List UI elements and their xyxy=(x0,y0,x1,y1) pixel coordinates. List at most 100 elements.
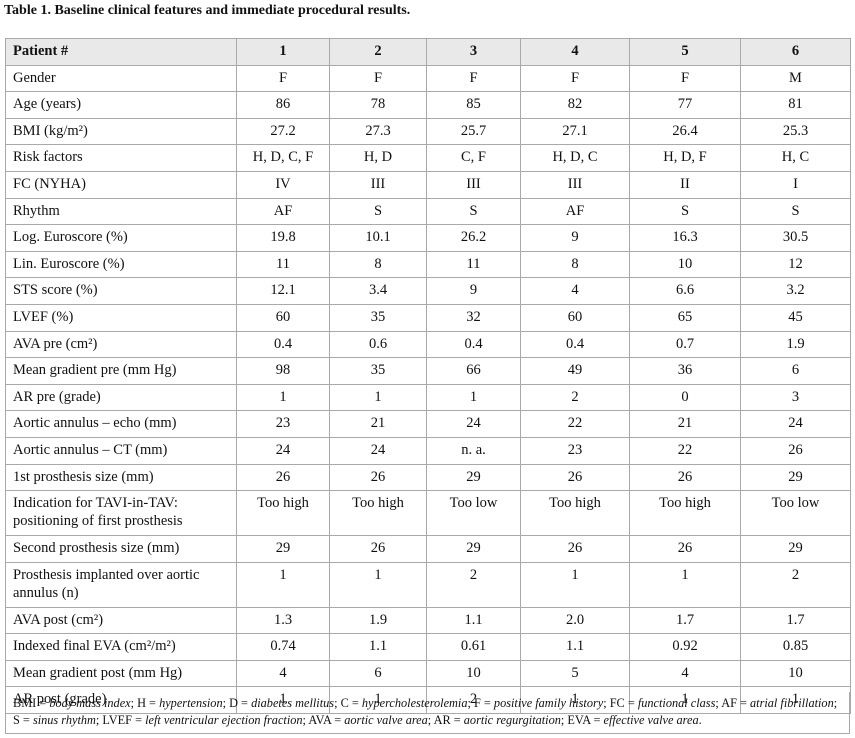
table-cell: 26 xyxy=(329,463,427,492)
table-cell: 25.7 xyxy=(426,117,521,146)
table-cell: 82 xyxy=(520,91,630,119)
table-cell: 1.7 xyxy=(629,606,741,635)
footnote-abbreviation: ; H = xyxy=(130,696,160,710)
footnote-abbreviation: BMI = xyxy=(13,696,50,710)
header-cell: 3 xyxy=(426,38,521,66)
table-cell: Too high xyxy=(520,490,630,537)
table-cell: n. a. xyxy=(426,436,521,465)
row-label: BMI (kg/m²) xyxy=(5,117,237,146)
table-cell: 1 xyxy=(236,383,330,412)
footnote-abbreviation: ; F = xyxy=(467,696,494,710)
table-cell: 19.8 xyxy=(236,224,330,252)
table-cell: Too high xyxy=(236,490,330,537)
table-row: Aortic annulus – CT (mm) 24 24 n. a. 23 22 26 xyxy=(5,436,851,465)
row-label: Lin. Euroscore (%) xyxy=(5,250,237,279)
table-cell: 8 xyxy=(329,250,427,279)
table-cell: 24 xyxy=(329,436,427,465)
row-label: Indication for TAVI-in-TAV: positioning … xyxy=(5,490,237,537)
table-cell: 24 xyxy=(426,410,521,438)
footnote-definition: positive family history xyxy=(493,696,604,710)
table-cell: 22 xyxy=(520,410,630,438)
table-cell: 1 xyxy=(426,383,521,412)
footnote-definition: sinus rhythm xyxy=(32,713,96,727)
table-cell: 60 xyxy=(236,303,330,332)
table-row: AR pre (grade) 1 1 1 2 0 3 xyxy=(5,383,851,412)
table-row: AVA pre (cm²) 0.4 0.6 0.4 0.4 0.7 1.9 xyxy=(5,330,851,359)
table-cell: 1 xyxy=(520,686,630,715)
table-cell: 26 xyxy=(740,436,851,465)
table-cell: 21 xyxy=(629,410,741,438)
table-cell: 10.1 xyxy=(329,224,427,252)
table-cell: 0.4 xyxy=(520,330,630,359)
row-label: AVA post (cm²) xyxy=(5,606,237,635)
row-label: STS score (%) xyxy=(5,277,237,305)
table-cell: 1.3 xyxy=(236,606,330,635)
table-cell: III xyxy=(329,170,427,199)
table-row: 1st prosthesis size (mm) 26 26 29 26 26 29 xyxy=(5,463,851,492)
table-cell: 29 xyxy=(236,535,330,563)
row-label: Aortic annulus – CT (mm) xyxy=(5,436,237,465)
table-cell: 16.3 xyxy=(629,224,741,252)
table-row: Second prosthesis size (mm) 29 26 29 26 26 29 xyxy=(5,535,851,563)
table-cell: F xyxy=(426,64,521,93)
table-row: Age (years) 86 78 85 82 77 81 xyxy=(5,91,851,119)
table-row: BMI (kg/m²) 27.2 27.3 25.7 27.1 26.4 25.3 xyxy=(5,117,851,146)
table-cell: 2 xyxy=(520,383,630,412)
footnote-abbreviation: ; C = xyxy=(334,696,362,710)
table-cell: 6 xyxy=(329,659,427,688)
row-label: Mean gradient post (mm Hg) xyxy=(5,659,237,688)
table-cell: 26.2 xyxy=(426,224,521,252)
table-cell: 25.3 xyxy=(740,117,851,146)
footnote-definition: atrial fibrillation xyxy=(750,696,834,710)
table-cell: 29 xyxy=(740,463,851,492)
table-cell: 0.85 xyxy=(740,633,851,661)
table-cell: 35 xyxy=(329,357,427,385)
row-label: AR post (grade) xyxy=(5,686,237,715)
footnote-abbreviation: ; AVA = xyxy=(302,713,345,727)
table-cell: 11 xyxy=(236,250,330,279)
footnote-abbreviation: . xyxy=(698,713,702,727)
table-cell: 49 xyxy=(520,357,630,385)
table-row: Indexed final EVA (cm²/m²) 0.74 1.1 0.61 1.1… xyxy=(5,633,851,661)
table-row: AVA post (cm²) 1.3 1.9 1.1 2.0 1.7 1.7 xyxy=(5,606,851,635)
table-row: LVEF (%) 60 35 32 60 65 45 xyxy=(5,303,851,332)
table-cell: 1.1 xyxy=(329,633,427,661)
table-cell: 27.2 xyxy=(236,117,330,146)
table-cell: 1 xyxy=(629,561,741,608)
table-cell: Too low xyxy=(740,490,851,537)
table-cell: 10 xyxy=(740,659,851,688)
header-cell: 6 xyxy=(740,38,851,66)
table-cell: 26 xyxy=(629,535,741,563)
table-cell: F xyxy=(329,64,427,93)
table-cell: M xyxy=(740,64,851,93)
table-cell: 29 xyxy=(426,535,521,563)
table-cell: 23 xyxy=(520,436,630,465)
table-cell: 45 xyxy=(740,303,851,332)
table-cell: 98 xyxy=(236,357,330,385)
footnote-definition: diabetes mellitus xyxy=(251,696,335,710)
table-cell: 0.61 xyxy=(426,633,521,661)
table-cell: F xyxy=(236,64,330,93)
table-cell: 9 xyxy=(426,277,521,305)
table-cell: AF xyxy=(236,197,330,226)
table-cell: 10 xyxy=(426,659,521,688)
table-cell: Too high xyxy=(629,490,741,537)
footnote-definition: aortic regurgitation xyxy=(463,713,561,727)
table-cell: 0.4 xyxy=(426,330,521,359)
table-row: Prosthesis implanted over aortic annulus… xyxy=(5,561,851,608)
table-cell: 1.1 xyxy=(426,606,521,635)
footnote-definition: body mass index xyxy=(49,696,131,710)
table-cell: 3.2 xyxy=(740,277,851,305)
table-cell: H, D, C, F xyxy=(236,144,330,172)
table-cell: 3.4 xyxy=(329,277,427,305)
footnote-abbreviation: ; AR = xyxy=(427,713,464,727)
table-cell: 30.5 xyxy=(740,224,851,252)
table-cell: H, D, C xyxy=(520,144,630,172)
row-label: 1st prosthesis size (mm) xyxy=(5,463,237,492)
table: Patient #1 2 3 4 5 6 Gender F F F F F M Age (years) 86… xyxy=(5,38,851,715)
row-label: Aortic annulus – echo (mm) xyxy=(5,410,237,438)
footnote-definition: functional class xyxy=(637,696,716,710)
row-label: FC (NYHA) xyxy=(5,170,237,199)
footnote-definition: hypertension xyxy=(159,696,223,710)
